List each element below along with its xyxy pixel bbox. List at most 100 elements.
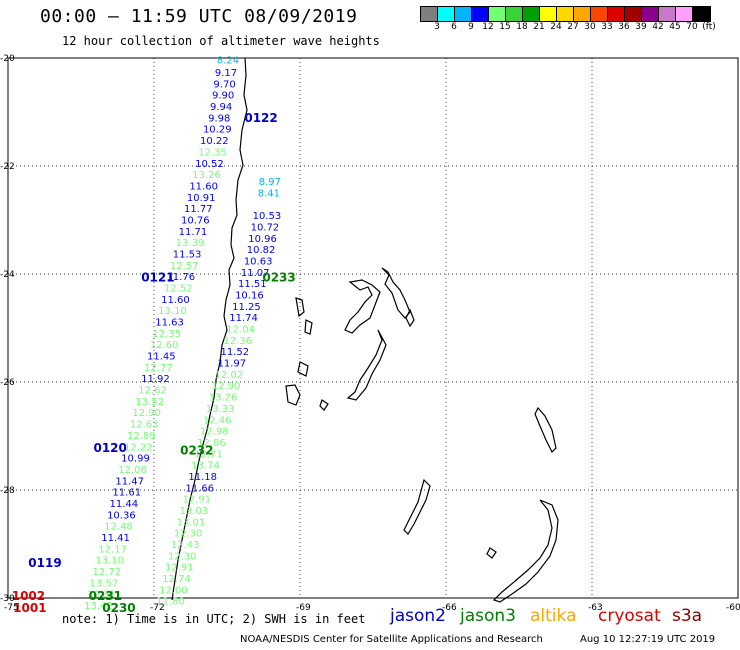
wave-height-value: 8.97 [259, 177, 281, 188]
wave-height-value: 13.57 [90, 578, 119, 589]
wave-height-value: 12.48 [104, 522, 133, 533]
satellite-legend-jason2: jason2 [390, 606, 446, 626]
colorbar-swatch [523, 7, 540, 21]
wave-height-value: 12.77 [144, 363, 173, 374]
colorbar-label: 24 [550, 22, 562, 32]
latitude-label: -28 [0, 486, 15, 496]
colorbar-swatch [421, 7, 438, 21]
wave-height-value: 13.52 [135, 397, 164, 408]
pass-time-label: 0232 [180, 444, 213, 458]
longitude-label: -69 [296, 603, 311, 613]
wave-height-value: 11.07 [241, 268, 270, 279]
colorbar-swatch [557, 7, 574, 21]
wave-height-value: 11.77 [184, 204, 213, 215]
wave-height-value: 12.46 [203, 415, 232, 426]
wave-height-value: 13.26 [192, 170, 221, 181]
wave-height-value: 11.44 [110, 499, 139, 510]
wave-height-value: 11.66 [185, 483, 214, 494]
pass-time-label: 0233 [262, 271, 295, 285]
colorbar-swatch [625, 7, 642, 21]
wave-height-value: 9.98 [208, 113, 230, 124]
wave-height-value: 12.31 [87, 590, 116, 601]
longitude-label: -60 [726, 603, 740, 613]
wave-height-value: 11.60 [189, 181, 218, 192]
lake-outline-8 [534, 406, 557, 454]
wave-height-value: 8.41 [258, 188, 280, 199]
colorbar-label: 3 [434, 22, 440, 32]
wave-height-value: 10.36 [107, 510, 136, 521]
footer-note: note: 1) Time is in UTC; 2) SWH is in fe… [62, 612, 366, 626]
wave-height-value: 12.91 [165, 563, 194, 574]
wave-height-value: 11.74 [229, 313, 258, 324]
wave-height-value: 11.80 [156, 597, 185, 608]
wave-height-value: 13.42 [84, 601, 113, 612]
wave-height-points: 8.249.179.709.909.949.9810.2910.2212.351… [84, 56, 281, 612]
pass-time-label: 1001 [13, 601, 46, 615]
wave-height-value: 11.25 [232, 302, 261, 313]
wave-height-value: 11.47 [115, 476, 144, 487]
wave-height-value: 12.52 [164, 284, 193, 295]
wave-height-value: 11.61 [112, 488, 141, 499]
wave-height-value: 10.96 [248, 234, 277, 245]
lake-outline-11 [319, 399, 329, 411]
colorbar-swatch [608, 7, 625, 21]
wave-height-value: 12.91 [183, 495, 212, 506]
colorbar-label: 70 [686, 22, 698, 32]
wave-height-value: 11.60 [161, 295, 190, 306]
page-title: 00:00 – 11:59 UTC 08/09/2019 [40, 6, 358, 27]
pass-time-label: 0122 [244, 111, 277, 125]
colorbar-label: 33 [601, 22, 613, 32]
wave-height-value: 12.71 [194, 449, 223, 460]
wave-height-value: 12.35 [152, 329, 181, 340]
wave-height-value: 12.43 [171, 540, 200, 551]
wave-height-value: 13.39 [176, 238, 205, 249]
colorbar-label: 6 [451, 22, 457, 32]
credit: NOAA/NESDIS Center for Satellite Applica… [240, 634, 543, 645]
pass-time-label: 0119 [28, 556, 61, 570]
wave-height-value: 10.29 [203, 125, 232, 136]
lake-outline-12 [486, 547, 497, 559]
longitude-labels: -75 -72 -69 -66 -63 -60 [4, 603, 740, 613]
lagoon-outline [492, 499, 559, 603]
wave-height-value: 13.26 [209, 393, 238, 404]
colorbar-swatch [472, 7, 489, 21]
lake-outline-6 [285, 384, 301, 406]
wave-height-value: 8.24 [217, 56, 239, 67]
wave-height-value: 10.91 [187, 193, 216, 204]
colorbar-label: 42 [652, 22, 664, 32]
longitude-label: -72 [150, 603, 165, 613]
satellite-legend-altika: altika [530, 606, 577, 626]
colorbar-swatch [642, 7, 659, 21]
colorbar-label: 36 [618, 22, 630, 32]
wave-height-value: 9.17 [215, 68, 237, 79]
wave-height-value: 11.63 [155, 318, 184, 329]
colorbar-label: 27 [567, 22, 579, 32]
wave-height-value: 12.89 [127, 431, 156, 442]
wave-height-value: 13.74 [191, 461, 220, 472]
latitude-label: -26 [0, 378, 15, 388]
pass-time-label: 0121 [141, 271, 174, 285]
wave-height-value: 13.10 [95, 556, 124, 567]
pass-time-label: 0231 [89, 589, 122, 603]
wave-height-value: 12.86 [197, 438, 226, 449]
colorbar-swatch [659, 7, 676, 21]
wave-height-value: 12.30 [168, 551, 197, 562]
colorbar-swatch [489, 7, 506, 21]
pass-time-labels: 0122 0121 0233 0120 0232 0119 1002 0231 1001 0230 [12, 111, 296, 615]
colorbar-swatch [438, 7, 455, 21]
wave-height-value: 12.90 [132, 408, 161, 419]
generated-timestamp: Aug 10 12:27:19 UTC 2019 [580, 634, 716, 645]
wave-height-value: 12.62 [138, 386, 167, 397]
colorbar-label: 9 [468, 22, 474, 32]
pass-time-label: 0120 [93, 441, 126, 455]
wave-height-value: 10.52 [195, 159, 224, 170]
colorbar-label: 12 [482, 22, 494, 32]
lake-outline-3 [295, 297, 305, 318]
wave-height-value: 12.02 [215, 370, 244, 381]
lake-outline-2 [381, 267, 411, 319]
colorbar-swatch [540, 7, 557, 21]
wave-height-value: 11.51 [238, 279, 267, 290]
lake-outline-9 [403, 478, 431, 535]
wave-height-value: 12.63 [130, 420, 159, 431]
